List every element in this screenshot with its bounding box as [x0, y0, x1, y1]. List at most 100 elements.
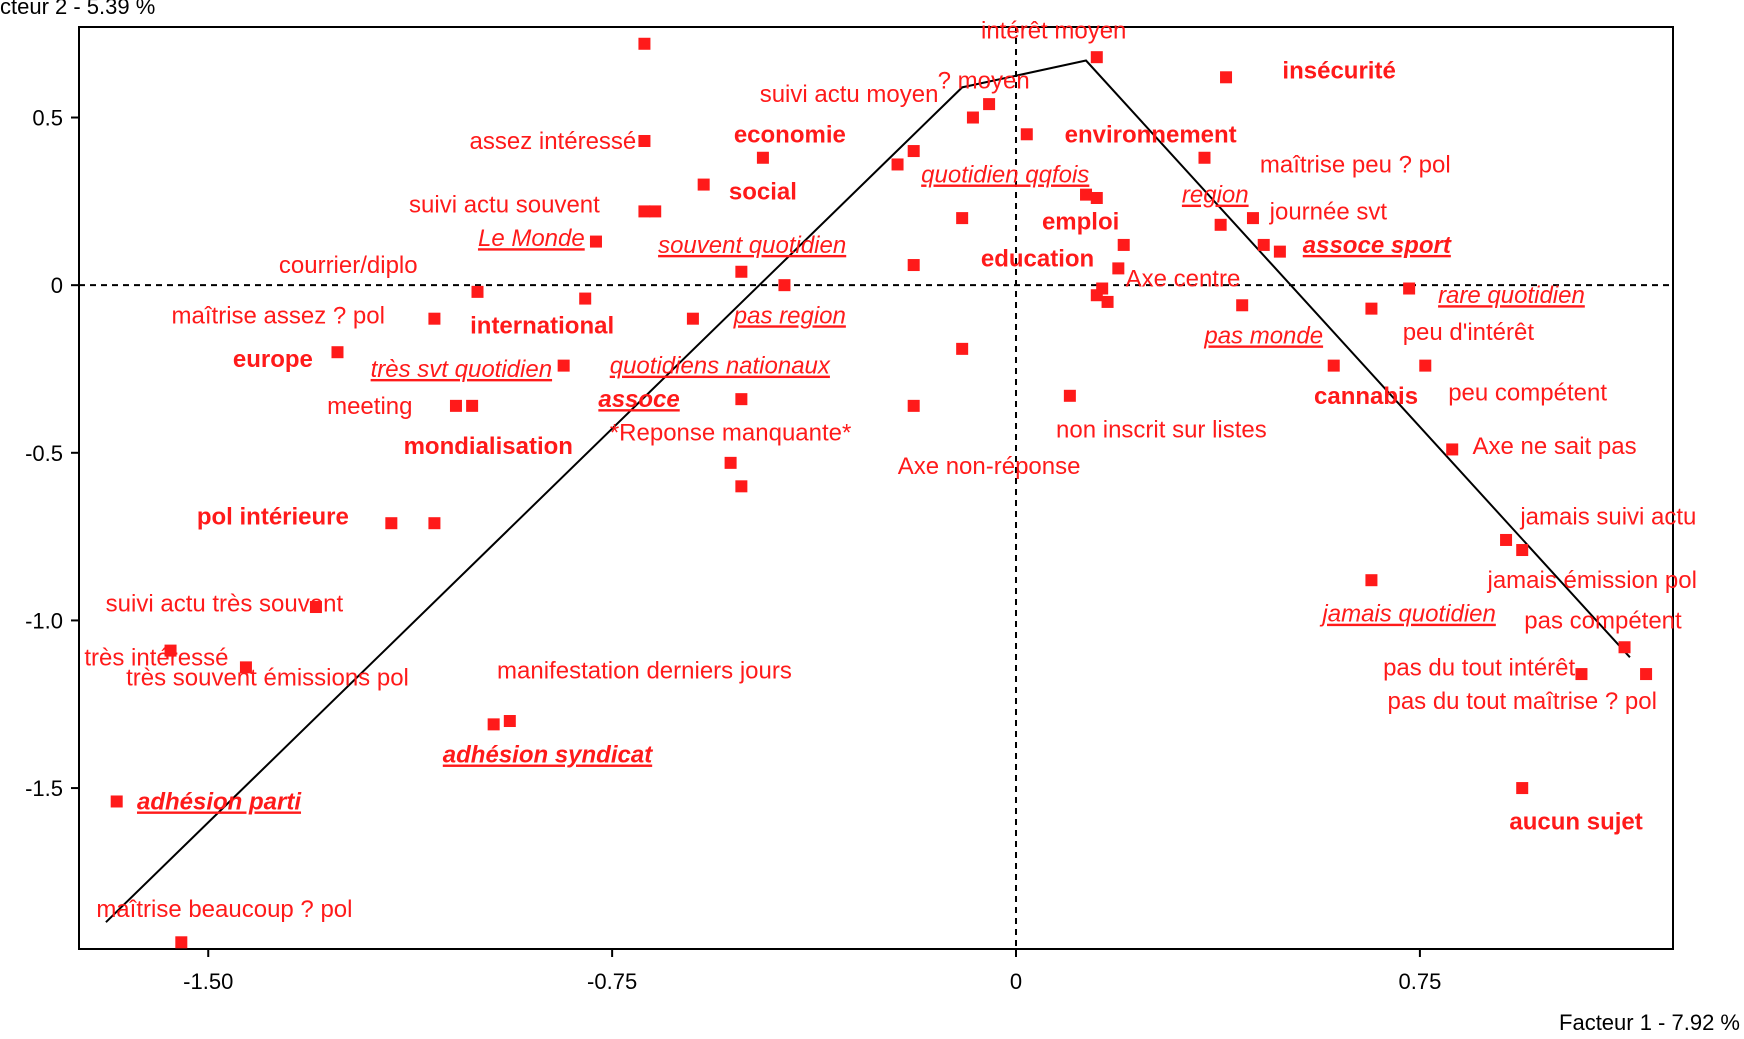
- point-label: meeting: [327, 393, 412, 420]
- point-label: Axe centre: [1126, 265, 1241, 292]
- data-point: [756, 151, 769, 164]
- data-point: [1500, 533, 1513, 546]
- data-point: [471, 285, 484, 298]
- data-point: [1112, 262, 1125, 275]
- point-label: Le Monde: [478, 225, 585, 252]
- x-tick-label: 0.75: [1398, 969, 1441, 994]
- point-label: quotidiens nationaux: [610, 353, 831, 380]
- data-point: [487, 718, 500, 731]
- point-label: adhésion parti: [137, 788, 302, 815]
- y-tick-label: -0.5: [25, 441, 63, 466]
- data-point: [1090, 289, 1103, 302]
- point-label: très svt quotidien: [371, 356, 552, 383]
- x-tick-label: -1.50: [183, 969, 233, 994]
- data-point: [1257, 238, 1270, 251]
- data-point: [1365, 302, 1378, 315]
- data-point: [1575, 668, 1588, 681]
- point-label: pas region: [733, 302, 846, 329]
- point-label: jamais émission pol: [1487, 567, 1697, 594]
- data-point: [164, 644, 177, 657]
- point-label: suivi actu moyen: [760, 81, 939, 108]
- data-point: [735, 265, 748, 278]
- point-label: journée svt: [1269, 198, 1388, 225]
- point-label: jamais quotidien: [1319, 601, 1495, 628]
- data-point: [428, 312, 441, 325]
- data-point: [686, 312, 699, 325]
- data-point: [1198, 151, 1211, 164]
- point-label: mondialisation: [404, 433, 573, 460]
- data-point: [1101, 295, 1114, 308]
- point-label: peu compétent: [1448, 379, 1607, 406]
- data-point: [724, 456, 737, 469]
- point-label: souvent quotidien: [658, 232, 846, 259]
- data-point: [649, 205, 662, 218]
- point-label: Axe ne sait pas: [1472, 433, 1636, 460]
- data-point: [309, 601, 322, 614]
- data-point: [735, 480, 748, 493]
- data-point: [385, 517, 398, 530]
- data-point: [1618, 641, 1631, 654]
- data-point: [175, 936, 188, 949]
- point-label: assez intéressé: [470, 128, 637, 155]
- data-point: [1419, 359, 1432, 372]
- data-point: [1446, 443, 1459, 456]
- data-point: [697, 178, 710, 191]
- point-label: suivi actu très souvent: [106, 591, 344, 618]
- data-point: [1220, 71, 1233, 84]
- data-point: [1516, 782, 1529, 795]
- y-tick-label: 0: [51, 273, 63, 298]
- data-point: [1365, 574, 1378, 587]
- data-point: [428, 517, 441, 530]
- data-point: [638, 134, 651, 147]
- point-label: maîtrise peu ? pol: [1260, 151, 1451, 178]
- point-label: maîtrise beaucoup ? pol: [96, 896, 352, 923]
- data-point: [1273, 245, 1286, 258]
- data-point: [735, 393, 748, 406]
- y-tick-label: -1.0: [25, 608, 63, 633]
- point-label: très intéressé: [84, 644, 228, 671]
- data-point: [891, 158, 904, 171]
- data-point: [1246, 212, 1259, 225]
- data-point: [466, 399, 479, 412]
- point-label: pas du tout intérêt: [1383, 654, 1575, 681]
- point-label: education: [981, 245, 1094, 272]
- point-label: region: [1182, 182, 1249, 209]
- point-label: quotidien qqfois: [921, 162, 1089, 189]
- data-point: [966, 111, 979, 124]
- data-point: [331, 346, 344, 359]
- data-point: [1516, 544, 1529, 557]
- data-point: [1640, 668, 1653, 681]
- data-point: [503, 715, 516, 728]
- data-point: [1327, 359, 1340, 372]
- data-point: [638, 205, 651, 218]
- data-point: [1236, 299, 1249, 312]
- plot-frame: [78, 26, 1674, 950]
- x-tick-label: 0: [1010, 969, 1022, 994]
- point-label: pol intérieure: [197, 503, 349, 530]
- point-label: suivi actu souvent: [409, 192, 600, 219]
- data-point: [1090, 51, 1103, 64]
- point-label: courrier/diplo: [279, 252, 418, 279]
- point-label: pas compétent: [1524, 607, 1682, 634]
- data-point: [1214, 218, 1227, 231]
- x-tick-label: -0.75: [587, 969, 637, 994]
- data-point: [638, 37, 651, 50]
- point-label: environnement: [1065, 121, 1237, 148]
- point-label: assoce: [598, 386, 679, 413]
- y-tick-label: -1.5: [25, 776, 63, 801]
- point-label: social: [729, 178, 797, 205]
- curve-group: [105, 59, 1631, 923]
- data-point: [1020, 128, 1033, 141]
- y-tick-label: 0.5: [32, 106, 63, 131]
- point-label: international: [470, 312, 614, 339]
- data-point: [1063, 389, 1076, 402]
- data-point: [589, 235, 602, 248]
- point-label: intérêt moyen: [981, 17, 1126, 44]
- data-point: [907, 399, 920, 412]
- point-label: aucun sujet: [1509, 809, 1642, 836]
- data-point: [778, 279, 791, 292]
- points-group: [110, 37, 1653, 949]
- axes-group: -1.50 -0.75 0 0.75 0.5 0 -0.5 -1.0 -1.5: [25, 27, 1673, 994]
